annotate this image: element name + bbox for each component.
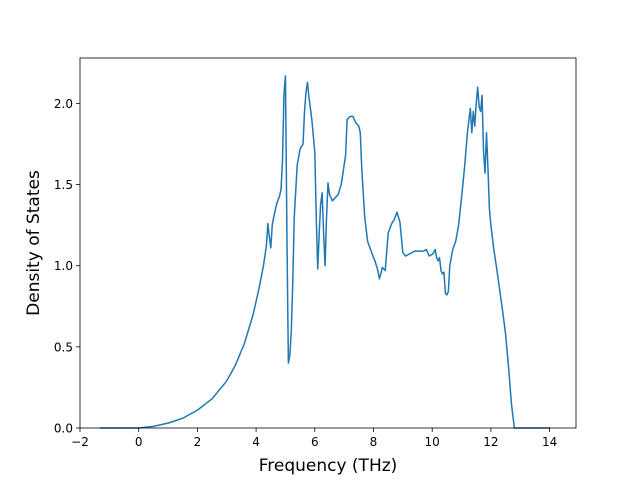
plot-frame [79,57,577,429]
y-tick-label: 0.0 [54,422,73,436]
x-tick-label: 8 [370,435,378,449]
y-tick-label: 1.5 [54,178,73,192]
x-tick-label: −2 [71,435,89,449]
y-axis-label: Density of States [24,170,44,316]
x-tick-label: 14 [542,435,557,449]
x-tick-label: 0 [135,435,143,449]
y-tick-label: 0.5 [54,340,73,354]
x-tick-label: 4 [252,435,260,449]
x-tick-label: 12 [483,435,498,449]
y-tick-label: 1.0 [54,259,73,273]
plot-area [79,57,577,429]
plot-background [80,58,576,428]
x-axis: −2 0 2 4 6 8 10 12 14 [71,428,557,449]
x-axis-label: Frequency (THz) [259,456,398,476]
x-tick-label: 10 [425,435,440,449]
x-tick-label: 6 [311,435,319,449]
x-tick-label: 2 [194,435,202,449]
y-tick-label: 2.0 [54,97,73,111]
y-axis: 0.0 0.5 1.0 1.5 2.0 [54,97,80,436]
series-line [99,75,551,429]
